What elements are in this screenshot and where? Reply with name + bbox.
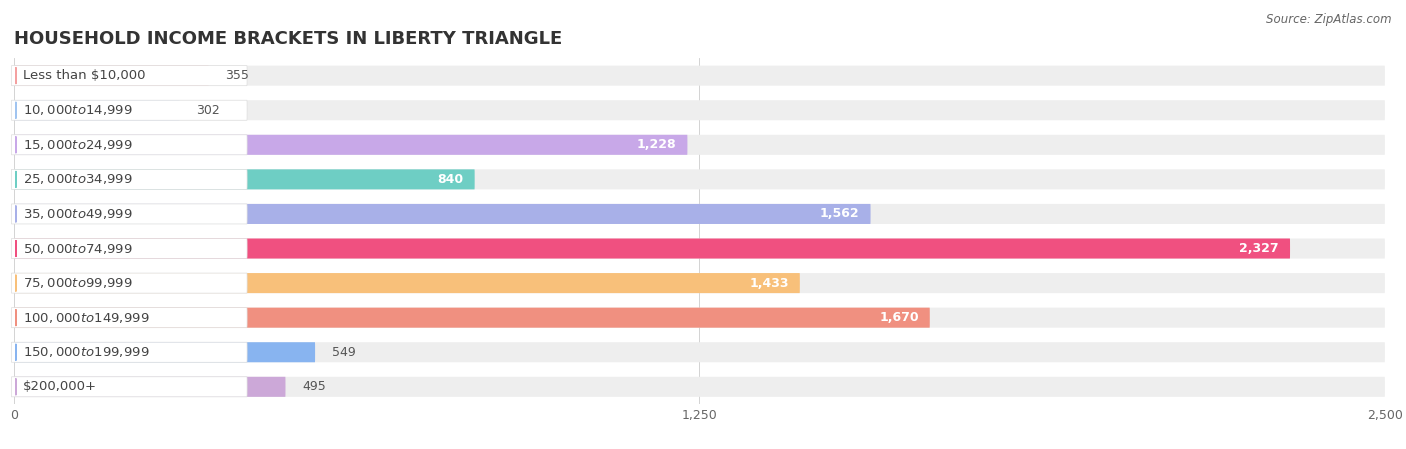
FancyBboxPatch shape — [11, 169, 247, 189]
Text: Less than $10,000: Less than $10,000 — [22, 69, 145, 82]
Text: 355: 355 — [225, 69, 249, 82]
Text: 1,670: 1,670 — [879, 311, 920, 324]
FancyBboxPatch shape — [14, 377, 1385, 397]
FancyBboxPatch shape — [14, 342, 315, 362]
FancyBboxPatch shape — [14, 135, 1385, 155]
Text: 1,562: 1,562 — [820, 207, 859, 220]
FancyBboxPatch shape — [11, 342, 247, 362]
FancyBboxPatch shape — [14, 66, 1385, 86]
Text: $15,000 to $24,999: $15,000 to $24,999 — [22, 138, 132, 152]
FancyBboxPatch shape — [14, 273, 800, 293]
FancyBboxPatch shape — [14, 100, 1385, 120]
FancyBboxPatch shape — [11, 100, 247, 120]
Text: $35,000 to $49,999: $35,000 to $49,999 — [22, 207, 132, 221]
Text: Source: ZipAtlas.com: Source: ZipAtlas.com — [1267, 13, 1392, 26]
FancyBboxPatch shape — [11, 377, 247, 397]
FancyBboxPatch shape — [14, 238, 1385, 259]
Text: 495: 495 — [302, 380, 326, 393]
Text: $100,000 to $149,999: $100,000 to $149,999 — [22, 311, 149, 325]
Text: 2,327: 2,327 — [1240, 242, 1279, 255]
Text: HOUSEHOLD INCOME BRACKETS IN LIBERTY TRIANGLE: HOUSEHOLD INCOME BRACKETS IN LIBERTY TRI… — [14, 31, 562, 48]
FancyBboxPatch shape — [14, 204, 870, 224]
FancyBboxPatch shape — [11, 204, 247, 224]
Text: $50,000 to $74,999: $50,000 to $74,999 — [22, 242, 132, 255]
Text: $10,000 to $14,999: $10,000 to $14,999 — [22, 103, 132, 117]
FancyBboxPatch shape — [14, 308, 929, 328]
Text: 1,433: 1,433 — [749, 277, 789, 290]
FancyBboxPatch shape — [14, 238, 1291, 259]
FancyBboxPatch shape — [11, 135, 247, 155]
FancyBboxPatch shape — [14, 66, 208, 86]
FancyBboxPatch shape — [11, 273, 247, 293]
FancyBboxPatch shape — [14, 169, 475, 189]
FancyBboxPatch shape — [14, 135, 688, 155]
FancyBboxPatch shape — [14, 308, 1385, 328]
Text: 302: 302 — [195, 104, 219, 117]
FancyBboxPatch shape — [11, 238, 247, 259]
FancyBboxPatch shape — [14, 377, 285, 397]
Text: 549: 549 — [332, 346, 356, 359]
Text: 840: 840 — [437, 173, 464, 186]
Text: $75,000 to $99,999: $75,000 to $99,999 — [22, 276, 132, 290]
Text: $25,000 to $34,999: $25,000 to $34,999 — [22, 172, 132, 186]
FancyBboxPatch shape — [14, 342, 1385, 362]
FancyBboxPatch shape — [11, 308, 247, 328]
FancyBboxPatch shape — [14, 100, 180, 120]
FancyBboxPatch shape — [14, 273, 1385, 293]
FancyBboxPatch shape — [14, 204, 1385, 224]
FancyBboxPatch shape — [14, 169, 1385, 189]
Text: 1,228: 1,228 — [637, 138, 676, 151]
Text: $150,000 to $199,999: $150,000 to $199,999 — [22, 345, 149, 359]
Text: $200,000+: $200,000+ — [22, 380, 97, 393]
FancyBboxPatch shape — [11, 66, 247, 86]
